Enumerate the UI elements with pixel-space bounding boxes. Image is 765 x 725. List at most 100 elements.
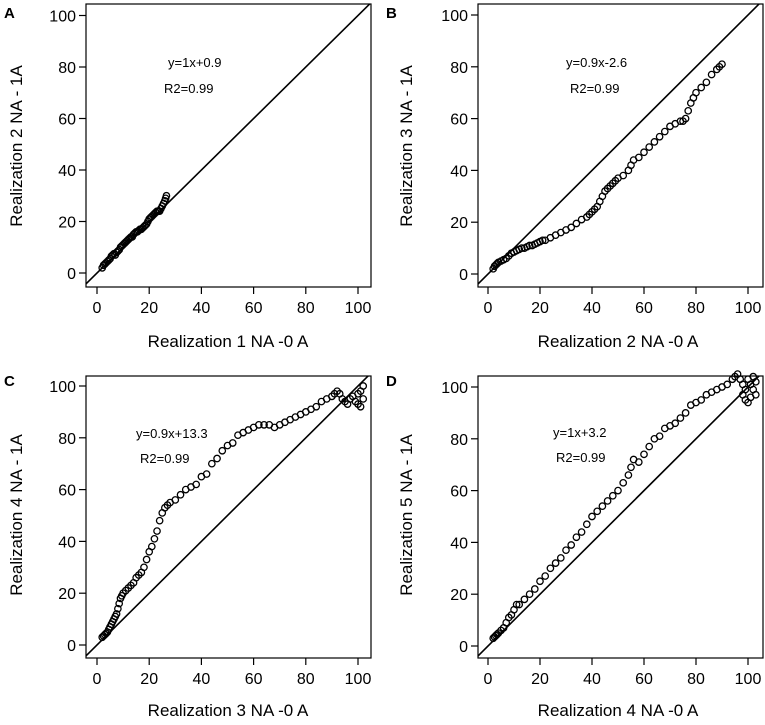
panel-c-ytick-label: 0 xyxy=(67,638,76,655)
panel-d-point xyxy=(751,390,760,399)
panel-a-xtick-label: 20 xyxy=(140,300,158,317)
panel-b-point xyxy=(619,171,628,180)
panel-b-ytick-label: 40 xyxy=(450,163,468,180)
panel-a-point xyxy=(162,191,171,200)
panel-d-point xyxy=(697,396,706,404)
panel-a-ytick-label: 20 xyxy=(58,215,76,232)
panel-a-xtick-label: 80 xyxy=(297,300,315,317)
panel-d-point xyxy=(588,512,596,521)
panel-c: C 0 20 40 60 80 100 0 20 40 60 80 100 y=0.9x+13.3 R… xyxy=(4,373,372,720)
panel-b-point xyxy=(538,236,547,245)
panel-b-xtick-label: 100 xyxy=(735,300,762,317)
panel-a-frame xyxy=(85,3,372,288)
panel-d-point xyxy=(645,442,654,451)
panel-d-ytick-label: 80 xyxy=(450,432,468,449)
panel-d-ytick-label: 60 xyxy=(450,484,468,501)
panel-d-point xyxy=(562,546,570,555)
panel-d-point xyxy=(676,414,685,422)
panel-b-marks: 0 20 40 60 80 100 0 20 40 60 80 100 xyxy=(441,4,762,317)
panel-d-point xyxy=(493,630,501,639)
panel-c-point xyxy=(155,516,164,525)
panel-c-label: C xyxy=(4,373,15,390)
panel-d-xtick-label: 40 xyxy=(583,671,601,688)
panel-d-marks: 0 20 40 60 80 100 0 20 40 60 80 100 xyxy=(441,370,762,688)
panel-d-xtick-label: 100 xyxy=(735,671,762,688)
panel-c-ytick-label: 100 xyxy=(49,379,76,396)
panel-d-point xyxy=(655,432,664,441)
panel-b-point xyxy=(692,88,700,97)
panel-b-point xyxy=(684,106,693,115)
panel-c-point xyxy=(359,382,368,390)
panel-d-frame xyxy=(477,375,764,659)
panel-d-point xyxy=(567,541,576,549)
panel-d: D 0 20 40 60 80 100 0 20 40 60 80 100 y=1x+3.2 R2=0… xyxy=(386,370,764,720)
panel-b-ylabel: Realization 3 NA - 1A xyxy=(397,65,416,227)
panel-b-point xyxy=(655,132,664,141)
panel-c-point xyxy=(228,439,237,447)
panel-d-xtick-label: 0 xyxy=(484,671,493,688)
panel-c-point xyxy=(254,420,263,429)
panel-d-point xyxy=(723,380,732,389)
panel-a-xtick-label: 40 xyxy=(193,300,211,317)
panel-d-point xyxy=(546,564,555,573)
panel-c-equation: y=0.9x+13.3 xyxy=(136,426,208,441)
panel-b-point xyxy=(572,219,581,228)
panel-b-point xyxy=(567,223,576,232)
panel-c-ylabel: Realization 4 NA - 1A xyxy=(7,434,26,596)
panel-a-ytick-label: 40 xyxy=(58,163,76,180)
panel-a-ylabel: Realization 2 NA - 1A xyxy=(7,65,26,227)
panel-d-point xyxy=(608,491,617,500)
panel-c-xtick-label: 20 xyxy=(140,671,158,688)
panel-c-xtick-label: 40 xyxy=(193,671,211,688)
panel-c-point xyxy=(171,496,180,504)
panel-d-point xyxy=(598,502,607,510)
panel-c-point xyxy=(260,420,268,429)
panel-b-ytick-label: 60 xyxy=(450,112,468,129)
panel-d-r2: R2=0.99 xyxy=(556,450,606,465)
panel-b-ytick-label: 20 xyxy=(450,215,468,232)
panel-a-r2: R2=0.99 xyxy=(164,81,214,96)
panel-b-point xyxy=(634,153,643,162)
panel-d-xtick-label: 80 xyxy=(687,671,705,688)
panel-d-point xyxy=(671,419,680,428)
panel-b-reference-line xyxy=(478,4,761,286)
panel-d-xtick-label: 20 xyxy=(531,671,549,688)
panel-d-point xyxy=(634,458,643,466)
panel-b: B 0 20 40 60 80 100 0 20 40 60 80 100 y=0.9x-2.6 R2… xyxy=(386,3,764,351)
panel-a-marks: 0 20 40 60 80 100 0 20 40 60 80 100 xyxy=(49,4,371,317)
panel-c-point xyxy=(312,402,321,411)
panel-c-reference-line xyxy=(86,376,370,658)
panel-b-ytick-label: 100 xyxy=(441,8,468,25)
panel-c-point xyxy=(202,470,211,478)
panel-c-point xyxy=(142,555,151,564)
panel-d-point xyxy=(619,478,628,487)
panel-a-xlabel: Realization 1 NA -0 A xyxy=(148,332,309,351)
panel-d-ytick-label: 100 xyxy=(441,380,468,397)
panel-d-point xyxy=(741,385,750,394)
panel-d-point xyxy=(536,577,544,586)
panel-d-point xyxy=(556,554,565,562)
panel-c-point xyxy=(140,563,148,572)
panel-c-xtick-label: 80 xyxy=(297,671,315,688)
panel-a-label: A xyxy=(4,5,15,22)
panel-c-point xyxy=(114,604,122,613)
panel-b-point xyxy=(702,78,711,87)
panel-c-point xyxy=(213,454,221,463)
panel-a-reference-line xyxy=(86,4,371,285)
panel-d-point xyxy=(551,559,560,567)
panel-c-xtick-label: 100 xyxy=(345,671,372,688)
panel-d-xlabel: Realization 4 NA -0 A xyxy=(538,701,699,720)
panel-b-point xyxy=(697,83,706,92)
panel-d-point xyxy=(515,600,524,609)
panel-d-ytick-label: 20 xyxy=(450,587,468,604)
panel-c-r2: R2=0.99 xyxy=(140,451,190,466)
panel-a-ytick-label: 80 xyxy=(58,60,76,77)
panel-a-ytick-label: 60 xyxy=(58,112,76,129)
panel-b-xtick-label: 60 xyxy=(635,300,653,317)
panel-c-point xyxy=(192,480,201,489)
panel-b-point xyxy=(707,70,716,79)
panel-b-equation: y=0.9x-2.6 xyxy=(566,55,627,70)
panel-d-point xyxy=(582,520,591,529)
panel-b-ytick-label: 80 xyxy=(450,60,468,77)
panel-a-xtick-label: 0 xyxy=(93,300,102,317)
